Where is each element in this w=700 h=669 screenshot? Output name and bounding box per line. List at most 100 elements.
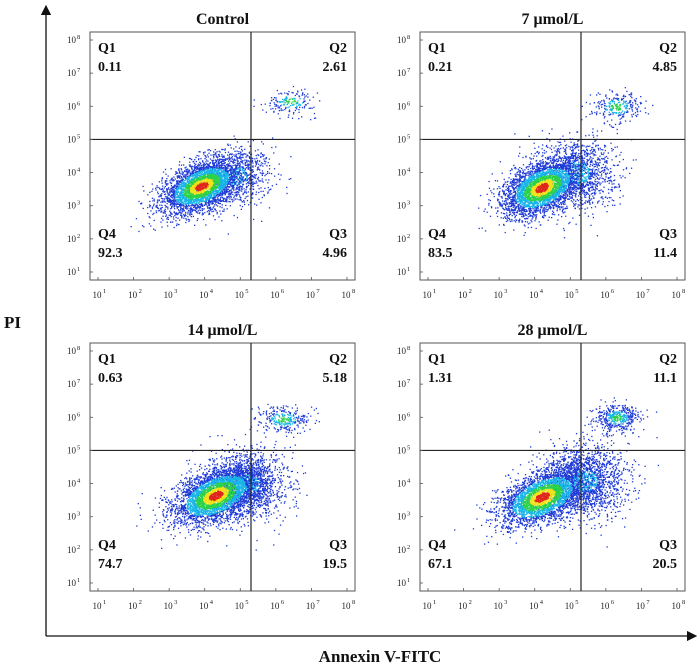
event-point: [240, 197, 241, 198]
event-point: [155, 189, 156, 190]
event-point: [241, 190, 242, 191]
event-point: [222, 195, 223, 196]
event-point: [262, 163, 263, 164]
event-point: [269, 173, 270, 174]
event-point: [164, 198, 165, 199]
event-point: [237, 217, 238, 218]
event-point: [225, 148, 226, 149]
event-point: [162, 216, 163, 217]
event-point: [181, 165, 182, 166]
event-point: [217, 200, 218, 201]
event-point: [167, 207, 168, 208]
event-point: [159, 205, 160, 206]
event-point: [261, 221, 262, 222]
event-point: [263, 158, 264, 159]
event-point: [279, 179, 280, 180]
event-point: [229, 196, 230, 197]
event-point: [256, 164, 257, 165]
event-point: [162, 186, 163, 187]
event-point: [234, 136, 235, 137]
event-point: [163, 201, 164, 202]
event-point: [214, 204, 215, 205]
event-point: [222, 149, 223, 150]
event-point: [143, 208, 144, 209]
event-point: [228, 233, 229, 234]
event-point: [223, 159, 224, 160]
event-point: [217, 212, 218, 213]
event-point: [233, 148, 234, 149]
event-point: [157, 200, 158, 201]
event-point: [244, 149, 245, 150]
event-point: [165, 201, 166, 202]
event-point: [201, 165, 202, 166]
event-point: [257, 160, 258, 161]
event-point: [263, 191, 264, 192]
event-point: [255, 150, 256, 151]
event-point: [239, 158, 240, 159]
event-point: [253, 186, 254, 187]
event-point: [220, 198, 221, 199]
event-point: [254, 183, 255, 184]
event-point: [165, 169, 166, 170]
event-point: [221, 154, 222, 155]
event-point: [204, 152, 205, 153]
event-point: [138, 231, 139, 232]
x-axis-title: Annexin V-FITC: [319, 647, 442, 666]
event-point: [245, 191, 246, 192]
event-point: [267, 193, 268, 194]
event-point: [267, 173, 268, 174]
event-point: [196, 161, 197, 162]
event-point: [207, 211, 208, 212]
event-point: [266, 165, 267, 166]
event-point: [256, 205, 257, 206]
event-point: [260, 191, 261, 192]
event-point: [268, 191, 269, 192]
event-point: [275, 146, 276, 147]
event-point: [215, 154, 216, 155]
event-point: [256, 181, 257, 182]
event-point: [234, 156, 235, 157]
event-point: [269, 207, 270, 208]
event-point: [249, 182, 250, 183]
event-point: [263, 181, 264, 182]
event-point: [289, 179, 290, 180]
event-point: [258, 192, 259, 193]
event-point: [161, 180, 162, 181]
event-point: [207, 149, 208, 150]
event-point: [161, 205, 162, 206]
event-point: [244, 201, 245, 202]
event-point: [147, 207, 148, 208]
event-point: [242, 163, 243, 164]
event-point: [231, 147, 232, 148]
event-point: [260, 187, 261, 188]
event-point: [262, 197, 263, 198]
event-point: [217, 197, 218, 198]
event-point: [169, 180, 170, 181]
event-point: [262, 178, 263, 179]
event-point: [286, 193, 287, 194]
event-point: [254, 177, 255, 178]
event-point: [242, 194, 243, 195]
event-point: [271, 147, 272, 148]
event-point: [244, 192, 245, 193]
event-point: [254, 203, 255, 204]
event-point: [210, 155, 211, 156]
event-point: [245, 180, 246, 181]
event-point: [165, 186, 166, 187]
event-point: [178, 169, 179, 170]
event-point: [235, 198, 236, 199]
event-point: [252, 198, 253, 199]
event-point: [262, 173, 263, 174]
event-point: [185, 215, 186, 216]
event-point: [237, 194, 238, 195]
event-point: [278, 174, 279, 175]
event-point: [235, 146, 236, 147]
event-point: [258, 180, 259, 181]
event-point: [269, 189, 270, 190]
event-point: [263, 143, 264, 144]
event-point: [267, 182, 268, 183]
event-point: [143, 226, 144, 227]
event-point: [230, 196, 231, 197]
flow-cytometry-figure: PI Annexin V-FITC ControlQ10.11Q22.61Q34…: [0, 0, 700, 669]
event-point: [179, 164, 180, 165]
